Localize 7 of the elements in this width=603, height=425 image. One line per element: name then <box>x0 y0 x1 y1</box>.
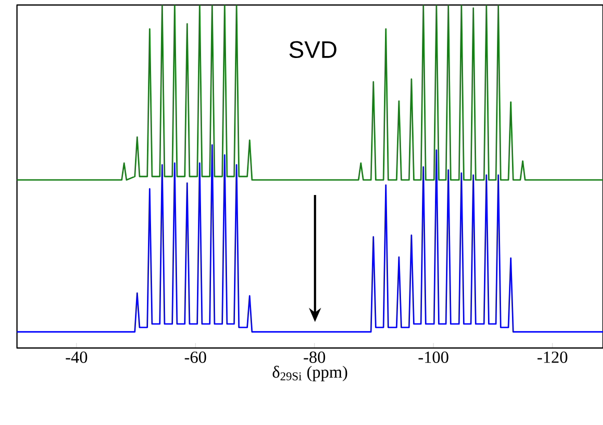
x-tick-label: -120 <box>538 352 568 363</box>
x-tick-label: -60 <box>184 352 206 363</box>
x-tick-label: -100 <box>418 352 448 363</box>
x-axis-title: δ$_{29Si}$ (ppm) <box>272 366 348 382</box>
x-tick-label: -40 <box>66 352 88 363</box>
annotation: SVD <box>289 41 336 58</box>
x-tick-label: -80 <box>304 352 326 363</box>
